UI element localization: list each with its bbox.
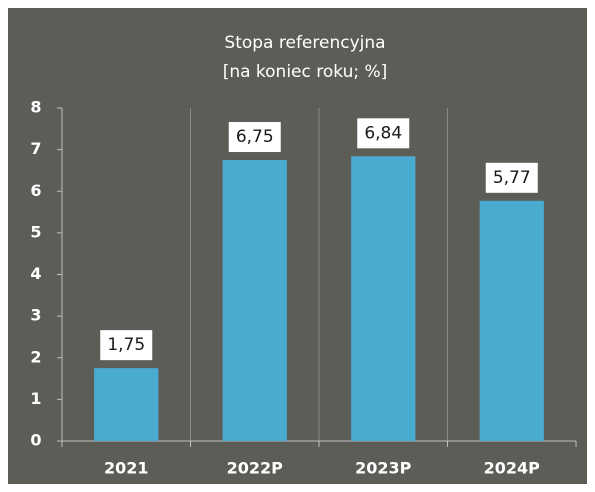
y-tick-label: 1 [30,389,41,408]
bar [351,156,416,441]
bar [94,368,159,441]
bar [479,200,544,441]
value-label: 1,75 [107,335,145,355]
value-label-box [100,330,153,361]
x-tick-label: 2023P [355,459,412,478]
y-tick-label: 8 [30,98,41,117]
y-tick-label: 5 [30,222,41,241]
value-label-box [485,162,538,193]
value-label: 6,84 [364,123,402,143]
chart-subtitle: [na koniec roku; %] [223,62,388,82]
value-label: 5,77 [493,168,531,188]
bar [222,160,287,441]
x-tick-label: 2021 [104,459,149,478]
y-tick-label: 4 [30,264,41,283]
y-tick-label: 2 [30,347,41,366]
y-tick-label: 3 [30,306,41,325]
y-tick-label: 6 [30,181,41,200]
x-tick-label: 2022P [227,459,284,478]
x-tick-label: 2024P [484,459,541,478]
value-label-box [357,118,410,149]
y-tick-label: 7 [30,139,41,158]
y-tick-label: 0 [30,431,41,450]
value-label: 6,75 [236,127,274,147]
chart-title: Stopa referencyjna [224,33,385,53]
value-label-box [228,122,281,153]
